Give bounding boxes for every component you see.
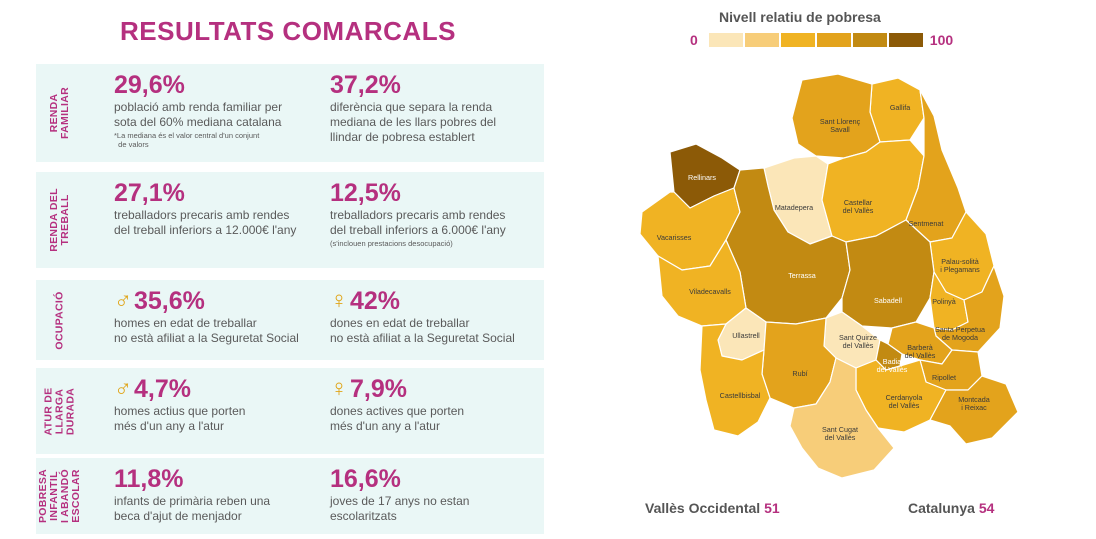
summary-valles-occidental: Vallès Occidental 51 — [645, 500, 780, 516]
map-label: Matadepera — [775, 203, 813, 212]
stat-left: 27,1% treballadors precaris amb rendes d… — [114, 180, 324, 238]
stat-description: joves de 17 anys no estan escolaritzats — [330, 494, 470, 523]
page-title: RESULTATS COMARCALS — [120, 16, 456, 46]
legend-max-label: 100 — [929, 32, 954, 48]
map-label: Ullastrell — [732, 331, 760, 340]
panel-atur-llarga-durada: ATUR DE LLARGA DURADA ♂ 4,7% homes actius… — [36, 368, 544, 454]
map-label: Rellinars — [688, 173, 716, 182]
legend: 0 100 — [690, 32, 953, 48]
map-label: Vacarisses — [657, 233, 692, 242]
map-region — [699, 323, 771, 437]
panel-label: ATUR DE LLARGA DURADA — [42, 387, 77, 435]
map-label: Castellbisbal — [720, 391, 761, 400]
stat-value: 35,6% — [134, 287, 205, 315]
map-label: Sentmenat — [909, 219, 944, 228]
stat-value: 16,6% — [330, 465, 401, 493]
legend-title: Nivell relatiu de pobresa — [719, 9, 881, 25]
map-label: Terrassa — [788, 271, 816, 280]
vall-s-occidental-map: Gallifa Sant Llorenç Savall Rellinars Matade… — [639, 73, 1019, 479]
map-label: Palau-solità i Plegamans — [940, 257, 980, 274]
map-region — [789, 357, 895, 479]
panel-label: POBRESA INFANTIL I ABANDÓ ESCOLAR — [37, 468, 82, 524]
stat-value: 27,1% — [114, 179, 185, 207]
stat-value: 11,8% — [114, 465, 184, 493]
panel-label: RENDA DEL TREBALL — [48, 188, 71, 252]
stat-description: treballadors precaris amb rendes del tre… — [330, 208, 506, 237]
stat-value: 42% — [350, 287, 401, 315]
summary-catalunya: Catalunya 54 — [908, 500, 994, 516]
stat-right: 12,5% treballadors precaris amb rendes d… — [330, 180, 540, 248]
stat-right: 16,6% joves de 17 anys no estan escolari… — [330, 466, 540, 524]
map-label: Santa Perpetua de Mogoda — [935, 325, 985, 342]
map-region — [929, 375, 1019, 445]
legend-swatch — [708, 33, 743, 47]
stat-value: 29,6% — [114, 71, 185, 99]
panel-renda-familiar: RENDA FAMILIAR 29,6% població amb renda … — [36, 64, 544, 162]
map-label: Viladecavalls — [689, 287, 731, 296]
map-label: Sant Cugat del Vallès — [822, 425, 858, 442]
stat-description: treballadors precaris amb rendes del tre… — [114, 208, 297, 237]
map-label: Barberà del Vallès — [905, 343, 936, 360]
map-label: Sabadell — [874, 296, 902, 305]
legend-swatch — [816, 33, 851, 47]
summary-label: Vallès Occidental — [645, 500, 761, 516]
stat-description: dones en edat de treballar no està afili… — [330, 316, 515, 345]
panel-renda-treball: RENDA DEL TREBALL 27,1% treballadors pre… — [36, 172, 544, 268]
stat-description: homes en edat de treballar no està afili… — [114, 316, 299, 345]
stat-left: 29,6% població amb renda familiar per so… — [114, 72, 324, 149]
legend-swatch — [852, 33, 887, 47]
summary-value: 51 — [764, 500, 780, 516]
panel-label: RENDA FAMILIAR — [48, 87, 72, 139]
stat-right: ♀ 7,9% dones actives que porten més d'un … — [330, 376, 540, 434]
map-label: Polinyà — [932, 297, 956, 306]
stat-right: ♀ 42% dones en edat de treballar no està … — [330, 288, 540, 346]
map-label: Sant Quirze del Vallès — [839, 333, 877, 350]
stat-note: *La mediana és el valor central d'un con… — [114, 131, 260, 149]
female-icon: ♀ — [330, 375, 348, 402]
stat-left: ♂ 4,7% homes actius que porten més d'un a… — [114, 376, 324, 434]
legend-swatch — [888, 33, 923, 47]
map-label: Sant Llorenç Savall — [820, 117, 861, 134]
male-icon: ♂ — [114, 287, 132, 314]
legend-swatch — [780, 33, 815, 47]
stat-description: infants de primària reben una beca d'aju… — [114, 494, 271, 523]
stat-description: població amb renda familiar per sota del… — [114, 100, 283, 129]
stat-left: 11,8% infants de primària reben una beca… — [114, 466, 324, 524]
stat-right: 37,2% diferència que separa la renda med… — [330, 72, 540, 145]
stat-description: diferència que separa la renda mediana d… — [330, 100, 497, 144]
stat-left: ♂ 35,6% homes en edat de treballar no est… — [114, 288, 324, 346]
map-label: Gallifa — [890, 103, 910, 112]
stat-value: 4,7% — [134, 375, 191, 403]
map-label: Badia del Vallès — [877, 357, 908, 374]
panel-label: OCUPACIÓ — [53, 290, 66, 350]
female-icon: ♀ — [330, 287, 348, 314]
male-icon: ♂ — [114, 375, 132, 402]
stat-description: dones actives que porten més d'un any a … — [330, 404, 465, 433]
stat-value: 37,2% — [330, 71, 401, 99]
map-label: Castellar del Vallès — [843, 198, 874, 215]
stat-value: 7,9% — [350, 375, 407, 403]
legend-swatch — [744, 33, 779, 47]
map-label: Ripollet — [932, 373, 956, 382]
map-label: Montcada i Reixac — [958, 395, 990, 412]
stat-value: 12,5% — [330, 179, 401, 207]
stat-description: homes actius que porten més d'un any a l… — [114, 404, 246, 433]
map-region — [791, 73, 881, 159]
map-label: Cerdanyola del Vallès — [886, 393, 923, 410]
summary-value: 54 — [978, 500, 995, 516]
legend-min-label: 0 — [690, 32, 698, 48]
stat-note: (s'inclouen prestacions desocupació) — [330, 239, 453, 248]
map-label: Rubí — [792, 369, 807, 378]
summary-label: Catalunya — [908, 500, 975, 516]
panel-ocupacio: OCUPACIÓ ♂ 35,6% homes en edat de treball… — [36, 280, 544, 360]
panel-pobresa-infantil: POBRESA INFANTIL I ABANDÓ ESCOLAR 11,8% … — [36, 458, 544, 534]
